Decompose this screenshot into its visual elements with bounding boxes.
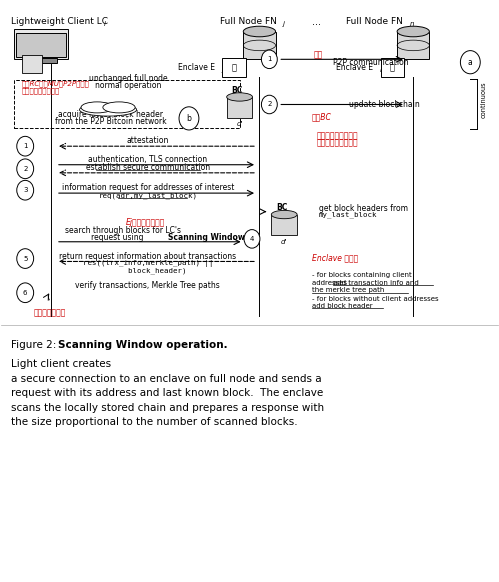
Text: 收到RC时，MU的P2P网络层: 收到RC时，MU的P2P网络层 (21, 80, 89, 87)
Ellipse shape (103, 102, 135, 113)
Text: d': d' (237, 121, 243, 127)
Text: 4: 4 (250, 236, 254, 242)
Text: j: j (221, 68, 223, 73)
Text: block_header): block_header) (109, 267, 186, 274)
Text: Full Node FN: Full Node FN (346, 17, 403, 26)
Text: normal operation: normal operation (95, 81, 161, 90)
Text: add transaction info and: add transaction info and (333, 280, 419, 286)
Circle shape (261, 50, 277, 69)
Text: Light client creates
a secure connection to an enclave on full node and sends a
: Light client creates a secure connection… (11, 359, 324, 427)
Circle shape (179, 107, 199, 130)
Text: my_last_block: my_last_block (319, 212, 377, 218)
FancyBboxPatch shape (227, 97, 252, 118)
FancyBboxPatch shape (222, 58, 246, 77)
Text: - for blocks without client addresses: - for blocks without client addresses (311, 296, 438, 301)
FancyBboxPatch shape (14, 29, 68, 59)
Text: b: b (187, 114, 192, 123)
Text: attestation: attestation (127, 137, 169, 146)
Ellipse shape (227, 93, 252, 101)
FancyBboxPatch shape (271, 215, 297, 235)
Text: res((trx_info,merkle_path) ||: res((trx_info,merkle_path) || (82, 260, 213, 267)
Circle shape (17, 136, 33, 156)
Ellipse shape (79, 104, 137, 116)
Text: search through blocks for LC's: search through blocks for LC's (65, 226, 181, 235)
Text: continuous: continuous (481, 81, 487, 118)
Text: n: n (410, 21, 414, 27)
Text: 1: 1 (267, 56, 271, 62)
Text: req(adr,my_last_block): req(adr,my_last_block) (98, 193, 197, 199)
Ellipse shape (271, 210, 297, 219)
Text: 3: 3 (23, 187, 27, 193)
Text: ...: ... (312, 17, 321, 27)
Text: 更新内存状态，: 更新内存状态， (33, 308, 66, 317)
Text: BC: BC (232, 86, 243, 94)
FancyBboxPatch shape (397, 31, 429, 59)
Text: add block header: add block header (311, 303, 372, 309)
Text: 5: 5 (23, 255, 27, 261)
Text: verify transactions, Merkle Tree paths: verify transactions, Merkle Tree paths (75, 281, 220, 290)
FancyBboxPatch shape (25, 58, 57, 63)
Text: acquire latest block header: acquire latest block header (58, 111, 163, 119)
Text: Figure 2:: Figure 2: (11, 340, 60, 350)
Circle shape (17, 180, 33, 200)
Text: a: a (468, 58, 473, 67)
Text: P2P communication: P2P communication (333, 58, 409, 67)
Text: 添加到链上的每个区: 添加到链上的每个区 (316, 132, 358, 140)
Circle shape (244, 230, 260, 248)
Text: 下载BC: 下载BC (311, 113, 331, 122)
Text: 下载新发布的区块头: 下载新发布的区块头 (21, 88, 59, 94)
Ellipse shape (244, 26, 275, 37)
Text: request using: request using (91, 233, 146, 242)
Text: unchanged full node: unchanged full node (89, 74, 167, 83)
Text: establish secure communication: establish secure communication (86, 163, 210, 172)
Text: 2: 2 (23, 166, 27, 172)
Text: Lightweight Client LC: Lightweight Client LC (11, 17, 108, 26)
Text: 2: 2 (267, 101, 271, 108)
Text: Scanning Window operation.: Scanning Window operation. (58, 340, 228, 350)
Text: information request for addresses of interest: information request for addresses of int… (61, 183, 234, 193)
Text: update blockchain: update blockchain (349, 100, 420, 109)
Circle shape (17, 159, 33, 179)
Text: Scanning Window: Scanning Window (168, 233, 245, 242)
Text: addresses: addresses (311, 280, 349, 286)
Text: n: n (380, 68, 384, 73)
Text: Ej扫描本地区块，: Ej扫描本地区块， (125, 218, 165, 227)
Text: get block headers from: get block headers from (319, 204, 408, 212)
Ellipse shape (397, 26, 429, 37)
Ellipse shape (81, 102, 113, 113)
Text: 1: 1 (23, 143, 27, 149)
Text: Full Node FN: Full Node FN (220, 17, 276, 26)
Text: - for blocks containing client: - for blocks containing client (311, 272, 411, 278)
Text: 🔒: 🔒 (390, 63, 395, 72)
Text: return request information about transactions: return request information about transac… (59, 252, 237, 261)
Circle shape (17, 249, 33, 268)
Text: 🔒: 🔒 (231, 63, 236, 72)
FancyBboxPatch shape (381, 58, 404, 77)
Text: 连接: 连接 (314, 50, 323, 59)
Text: 块都要更新到本地，: 块都要更新到本地， (316, 139, 358, 148)
Circle shape (461, 51, 480, 74)
Text: from the P2P Bitcoin network: from the P2P Bitcoin network (55, 117, 166, 126)
Text: d': d' (281, 239, 287, 245)
Text: BC: BC (276, 203, 287, 212)
Circle shape (17, 283, 33, 303)
FancyBboxPatch shape (22, 55, 42, 73)
Text: authentication, TLS connection: authentication, TLS connection (88, 155, 208, 164)
Text: Enclave E: Enclave E (336, 63, 373, 73)
Text: Enclave 操作：: Enclave 操作： (311, 253, 358, 262)
Text: Enclave E: Enclave E (178, 63, 215, 73)
Text: i: i (104, 21, 106, 27)
Text: the merkle tree path: the merkle tree path (311, 288, 384, 293)
Circle shape (261, 95, 277, 113)
FancyBboxPatch shape (16, 33, 66, 57)
FancyBboxPatch shape (244, 31, 275, 59)
Text: j: j (283, 21, 285, 27)
Text: 6: 6 (23, 290, 27, 296)
